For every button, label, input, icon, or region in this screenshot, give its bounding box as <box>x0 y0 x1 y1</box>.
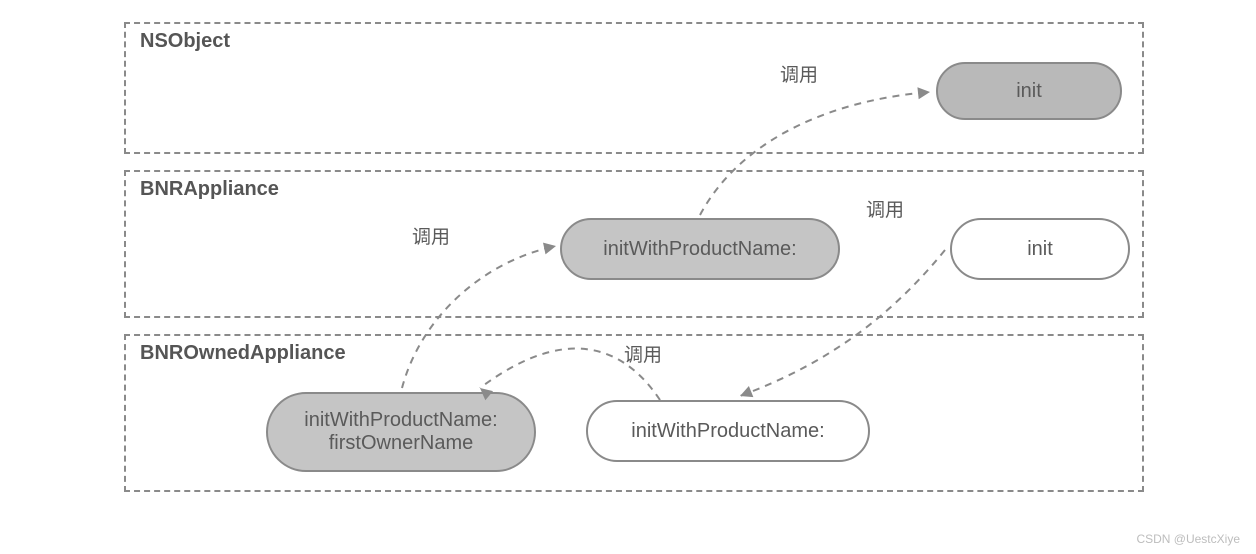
node-label: initWithProductName: <box>631 420 824 443</box>
panel-title-nsobject: NSObject <box>140 30 230 53</box>
node-ownedappliance-designated-initializer: initWithProductName: firstOwnerName <box>266 392 536 472</box>
node-label: init <box>1016 80 1042 103</box>
node-label: init <box>1027 238 1053 261</box>
panel-title-bnrownedappliance: BNROwnedAppliance <box>140 342 346 365</box>
node-ownedappliance-initwithproductname: initWithProductName: <box>586 400 870 462</box>
node-label: initWithProductName: <box>603 238 796 261</box>
edge-label-appliance-init-to-owned: 调用 <box>866 195 904 222</box>
edge-label-appliance-to-nsobject: 调用 <box>780 60 818 87</box>
node-nsobject-init: init <box>936 62 1122 120</box>
node-appliance-init: init <box>950 218 1130 280</box>
panel-title-bnrappliance: BNRAppliance <box>140 178 279 201</box>
edge-label-owned-initwith-to-designated: 调用 <box>624 340 662 367</box>
edge-label-designated-to-appliance-initwith: 调用 <box>412 222 450 249</box>
node-appliance-initwithproductname: initWithProductName: <box>560 218 840 280</box>
node-label: initWithProductName: firstOwnerName <box>304 409 497 455</box>
watermark: CSDN @UestcXiye <box>1136 532 1240 546</box>
